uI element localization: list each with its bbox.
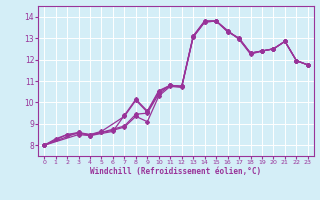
X-axis label: Windchill (Refroidissement éolien,°C): Windchill (Refroidissement éolien,°C) — [91, 167, 261, 176]
